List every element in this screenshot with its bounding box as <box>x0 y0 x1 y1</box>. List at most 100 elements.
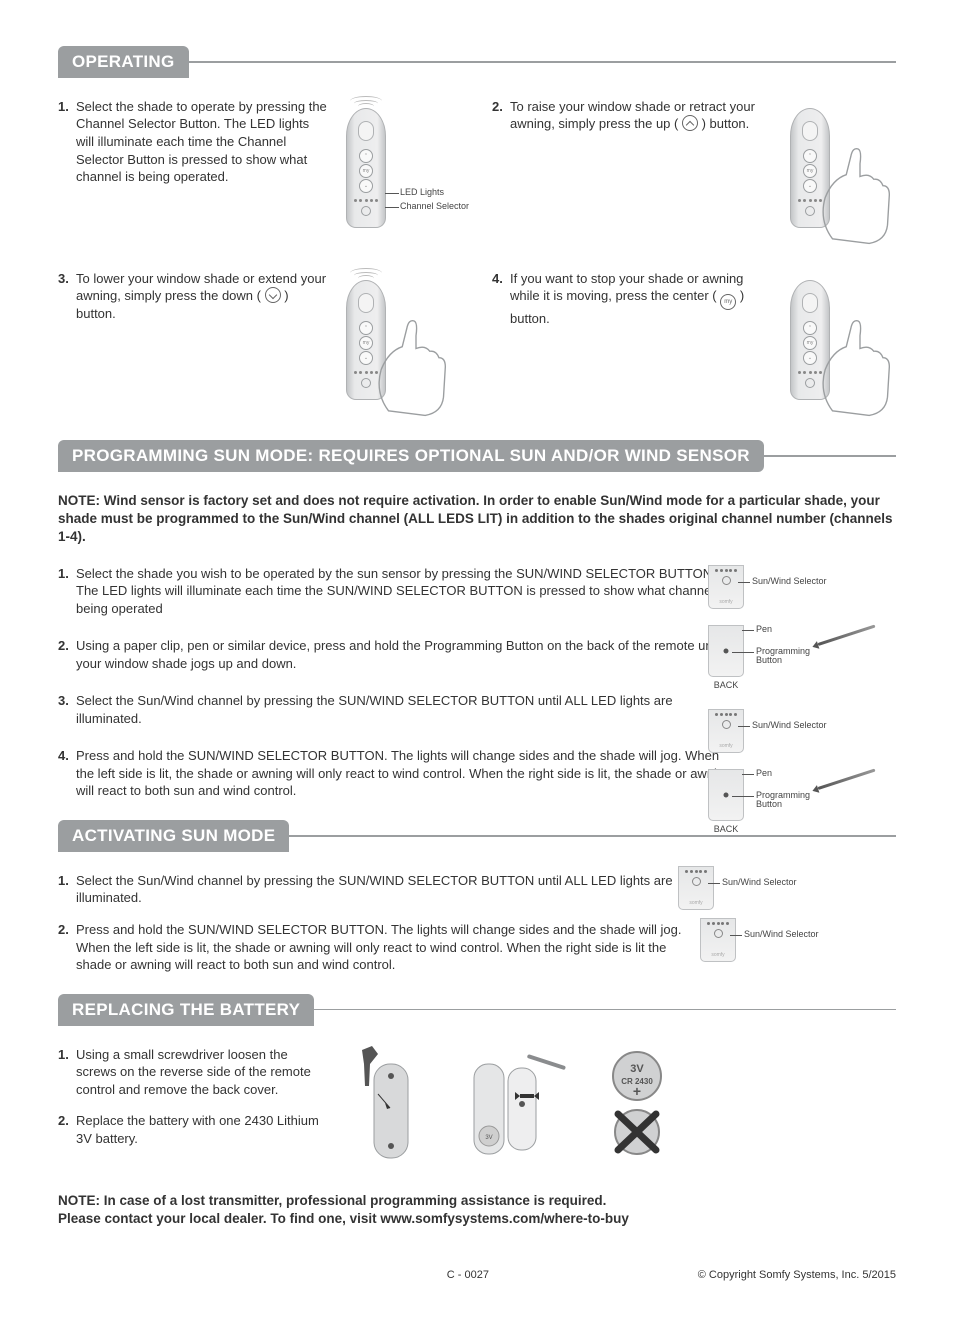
battery-coin-icon: 3V CR 2430 + <box>602 1046 692 1166</box>
step-text: Replace the battery with one 2430 Lithiu… <box>76 1112 328 1147</box>
up-button-icon <box>682 115 698 131</box>
page-number: C - 0027 <box>238 1268 698 1283</box>
programming-step-2: 2. Using a paper clip, pen or similar de… <box>58 637 738 672</box>
remote-bottom-icon: somfy <box>708 565 744 609</box>
operating-grid: 1. Select the shade to operate by pressi… <box>58 98 896 410</box>
step-number: 4. <box>58 747 76 800</box>
callout-led: LED Lights <box>400 188 444 198</box>
step-number: 1. <box>58 565 76 618</box>
operating-step-1: 1. Select the shade to operate by pressi… <box>58 98 328 238</box>
section-rule <box>314 1009 896 1011</box>
programming-note: NOTE: Wind sensor is factory set and doe… <box>58 492 896 547</box>
section-rule <box>189 61 896 63</box>
remote-figure-4: ⌃my⌄ <box>786 270 922 410</box>
step-number: 2. <box>492 98 510 238</box>
step-text: Select the Sun/Wind channel by pressing … <box>76 692 738 727</box>
activating-step-2: 2. Press and hold the SUN/WIND SELECTOR … <box>58 921 698 974</box>
hand-icon <box>814 138 906 248</box>
callout-text: LED Lights <box>400 187 444 197</box>
mini-remote-front-2: somfy Sun/Wind Selector <box>708 709 838 753</box>
down-button-icon <box>265 287 281 303</box>
label-back: BACK <box>708 679 744 691</box>
mini-remote-act-2: somfy Sun/Wind Selector <box>700 918 838 962</box>
label-sunwind: Sun/Wind Selector <box>752 577 827 586</box>
label-text: Programming Button <box>756 790 810 809</box>
step-text: Using a small screwdriver loosen the scr… <box>76 1046 328 1099</box>
section-header-battery: REPLACING THE BATTERY <box>58 994 896 1026</box>
rf-signal-icon <box>350 268 382 278</box>
step-number: 3. <box>58 270 76 410</box>
step-number: 2. <box>58 1112 76 1147</box>
mini-remote-act-1: somfy Sun/Wind Selector <box>678 866 838 910</box>
step-number: 1. <box>58 1046 76 1099</box>
screwdriver-remote-icon <box>354 1046 434 1166</box>
pen-icon <box>818 624 876 645</box>
step-number: 4. <box>492 270 510 410</box>
step-number: 1. <box>58 98 76 238</box>
label-pen: Pen <box>756 769 772 778</box>
section-title: PROGRAMMING SUN MODE: REQUIRES OPTIONAL … <box>58 440 764 472</box>
svg-text:3V: 3V <box>485 1135 492 1141</box>
label-text: Pen <box>756 624 772 634</box>
mini-remote-back: Pen Programming Button BACK <box>708 625 838 691</box>
section-title: OPERATING <box>58 46 189 78</box>
step-text: To lower your window shade or extend you… <box>76 270 328 410</box>
step-text: Select the Sun/Wind channel by pressing … <box>76 872 698 907</box>
step-text: Using a paper clip, pen or similar devic… <box>76 637 738 672</box>
step-number: 2. <box>58 921 76 974</box>
mini-remote-back-2: Pen Programming Button BACK <box>708 769 838 835</box>
step-number: 3. <box>58 692 76 727</box>
svg-text:+: + <box>633 1083 641 1099</box>
rf-signal-icon <box>350 96 382 106</box>
programming-step-3: 3. Select the Sun/Wind channel by pressi… <box>58 692 738 727</box>
mini-remote-front: somfy Sun/Wind Selector <box>708 565 838 609</box>
step-text-pre: If you want to stop your shade or awning… <box>510 271 743 304</box>
step-text: Press and hold the SUN/WIND SELECTOR BUT… <box>76 747 738 800</box>
svg-text:3V: 3V <box>630 1063 644 1075</box>
label-text: Programming Button <box>756 646 810 665</box>
label-prog-btn: Programming Button <box>756 647 838 666</box>
remote-icon: ⌃my⌄ <box>346 108 386 228</box>
pen-icon <box>818 768 876 789</box>
remote-open-icon: 3V <box>468 1046 568 1166</box>
hand-icon <box>370 310 462 420</box>
activating-step-1: 1. Select the Sun/Wind channel by pressi… <box>58 872 698 907</box>
activating-diagrams: somfy Sun/Wind Selector somfy Sun/Wind S… <box>678 866 838 968</box>
remote-back-icon <box>708 625 744 677</box>
step-text: To raise your window shade or retract yo… <box>510 98 772 238</box>
step-text-post: ) button. <box>698 116 749 131</box>
section-title: REPLACING THE BATTERY <box>58 994 314 1026</box>
footer-note: NOTE: In case of a lost transmitter, pro… <box>58 1192 896 1228</box>
battery-step-2: 2. Replace the battery with one 2430 Lit… <box>58 1112 328 1147</box>
section-title: ACTIVATING SUN MODE <box>58 820 289 852</box>
label-back: BACK <box>708 823 744 835</box>
operating-step-2: 2. To raise your window shade or retract… <box>492 98 772 238</box>
remote-figure-2: ⌃my⌄ <box>786 98 922 238</box>
step-text: Select the shade you wish to be operated… <box>76 565 738 618</box>
step-text: If you want to stop your shade or awning… <box>510 270 772 410</box>
remote-bottom-icon: somfy <box>708 709 744 753</box>
my-button-icon: my <box>720 294 736 310</box>
battery-figures: 3V 3V CR 2430 + <box>354 1046 692 1166</box>
programming-step-1: 1. Select the shade you wish to be opera… <box>58 565 738 618</box>
label-text: Sun/Wind Selector <box>744 929 819 939</box>
label-text: Sun/Wind Selector <box>752 576 827 586</box>
remote-figure-3: ⌃my⌄ <box>342 270 478 410</box>
operating-step-3: 3. To lower your window shade or extend … <box>58 270 328 410</box>
battery-step-1: 1. Using a small screwdriver loosen the … <box>58 1046 328 1099</box>
remote-bottom-icon: somfy <box>678 866 714 910</box>
label-sunwind: Sun/Wind Selector <box>752 721 827 730</box>
remote-bottom-icon: somfy <box>700 918 736 962</box>
label-sunwind: Sun/Wind Selector <box>722 878 797 887</box>
footer-note-line2: Please contact your local dealer. To fin… <box>58 1210 896 1228</box>
callout-text: Channel Selector <box>400 201 469 211</box>
copyright: © Copyright Somfy Systems, Inc. 5/2015 <box>698 1268 896 1283</box>
remote-back-icon <box>708 769 744 821</box>
label-text: Sun/Wind Selector <box>722 877 797 887</box>
label-pen: Pen <box>756 625 772 634</box>
section-header-programming: PROGRAMMING SUN MODE: REQUIRES OPTIONAL … <box>58 440 896 472</box>
label-prog-btn: Programming Button <box>756 791 838 810</box>
activating-body: 1. Select the Sun/Wind channel by pressi… <box>58 872 896 974</box>
battery-body: 1. Using a small screwdriver loosen the … <box>58 1046 896 1166</box>
programming-body: 1. Select the shade you wish to be opera… <box>58 565 896 800</box>
